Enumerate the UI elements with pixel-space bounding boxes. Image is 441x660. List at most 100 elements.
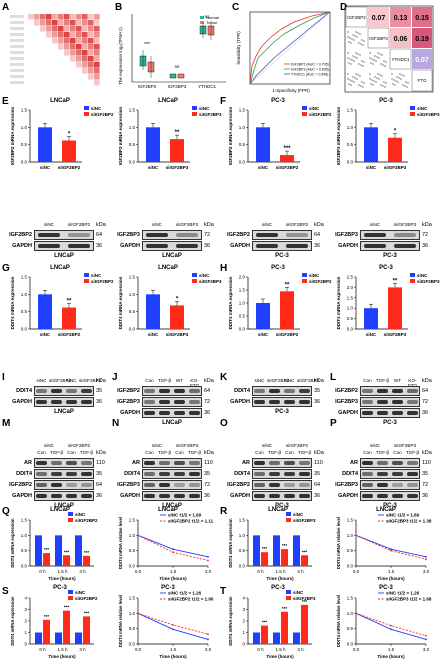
blot-band: [391, 494, 404, 498]
svg-text:IGF2BP2 (AUC = 0.705): IGF2BP2 (AUC = 0.705): [291, 63, 329, 67]
blot-band: [391, 389, 404, 393]
heatmap-row-label: [10, 45, 24, 48]
protein-label: IGF2BP3: [117, 232, 140, 238]
blot-band: [50, 461, 63, 465]
protein-label: GAPDH: [120, 493, 140, 499]
blot-band: [65, 494, 78, 498]
scatter-point: [374, 76, 376, 78]
bar: [301, 604, 308, 644]
blot-strip: [360, 241, 420, 251]
data-point: [137, 612, 139, 615]
blot-strip: [360, 230, 420, 240]
y-axis-label: DDIT4 mRNA expression: [336, 276, 341, 329]
significance-label: ***: [282, 606, 288, 611]
chart-q1: 0.0 0.5 1.0 1.5 DDIT4 mRNA expression *** 0 h *…: [10, 512, 98, 581]
significance-label: ***: [44, 547, 50, 552]
kda-value: 36: [422, 243, 429, 249]
data-point: [207, 555, 209, 558]
legend-swatch: [286, 590, 291, 594]
heatmap-cell: [94, 14, 100, 20]
blot-strip: [34, 230, 94, 240]
significance-label: *: [394, 129, 397, 135]
significance-label: ***: [64, 549, 70, 554]
blot-strip: [34, 491, 94, 501]
kda-value: 36: [96, 493, 103, 499]
svg-text:IGF2BP2: IGF2BP2: [138, 84, 157, 89]
y-axis-label: DDIT4 mRNA expression: [10, 276, 15, 329]
legend-entry: siIGF2BP3: [417, 112, 440, 117]
tick-label: 3.0: [423, 647, 430, 652]
tick-label: 0.5: [347, 626, 354, 631]
scatter-point: [371, 79, 373, 81]
heatmap-row-label: [10, 69, 24, 72]
lane-label: siIGF2BP2: [49, 378, 72, 383]
heatmap-cell: [88, 32, 94, 38]
scatter-point: [376, 77, 378, 79]
heatmap-cell: [82, 32, 88, 38]
kda-value: 72: [204, 399, 211, 405]
scatter-point: [351, 80, 353, 82]
data-point: [390, 549, 392, 552]
bar: [83, 555, 90, 566]
bar: [43, 553, 50, 566]
tick-label: 2: [24, 619, 27, 624]
tick-label: 1.0: [21, 533, 28, 538]
blot-band: [376, 389, 389, 393]
heatmap-cell: [64, 50, 70, 56]
kda-value: 35: [314, 471, 321, 477]
blot-band: [283, 461, 296, 465]
scatter-point: [353, 81, 355, 83]
blot-band: [361, 483, 374, 487]
blot-band: [143, 494, 156, 498]
kda-value: 72: [422, 482, 429, 488]
d-values: 0.07 0.13 0.15 0.06 0.19 0.07: [368, 7, 432, 69]
bar: [146, 294, 160, 329]
significance-label: ***: [262, 620, 268, 625]
blot-band: [173, 472, 186, 476]
panel-c-roc: Sensitivity (TPR) 1-Specificity (FPR) IG…: [236, 11, 331, 93]
blot-band: [80, 472, 93, 476]
blot-band: [173, 494, 186, 498]
blot-strip: [34, 397, 94, 407]
legend-entry: siIGF2BP2: [91, 112, 114, 117]
q2-title: LNCaP: [158, 507, 178, 513]
scatter-point: [371, 58, 373, 60]
group-label: siIGF2BP3: [175, 443, 199, 448]
b-legend: Normal Tumor: [200, 15, 219, 25]
tick-label: 1.5: [21, 108, 28, 113]
panel-b-boxplot: The expression log₂(TPM+1) Normal Tumor …: [118, 14, 226, 89]
blot-band: [80, 483, 93, 487]
kda-value: 36: [314, 493, 321, 499]
significance-label: ***: [44, 614, 50, 619]
heatmap-cell: [94, 68, 100, 74]
kda-header: kDa: [96, 450, 106, 456]
series-line: [137, 612, 209, 635]
tick-label: 1.0: [239, 533, 246, 538]
x-axis-label: Time (hours): [48, 654, 76, 659]
bar: [261, 625, 268, 644]
lane-label: TGF-β: [375, 378, 390, 383]
legend-entry: siIGF2BP3: [293, 596, 316, 601]
heatmap-cell: [58, 20, 64, 26]
blot-strip: [360, 480, 420, 490]
legend-swatch: [302, 112, 307, 116]
data-point: [425, 638, 427, 641]
blot-band: [173, 461, 186, 465]
kda-header: kDa: [204, 378, 214, 384]
blot-band: [173, 411, 186, 415]
tick-label: 2: [242, 619, 245, 624]
significance-label: **: [393, 278, 398, 284]
panel-label-g: G: [2, 263, 10, 274]
blot-strip: [34, 469, 94, 479]
blot-strip: [142, 397, 202, 407]
tick-label: 1.5: [239, 108, 246, 113]
blot-band: [145, 244, 169, 248]
scatter-point: [374, 55, 376, 57]
tick-label: 0 h: [257, 569, 264, 574]
scatter-point: [369, 78, 371, 80]
heatmap-cell: [94, 50, 100, 56]
scatter-point: [373, 80, 375, 82]
scatter-point: [355, 73, 357, 75]
scatter-point: [356, 78, 358, 80]
blot-band: [298, 494, 311, 498]
